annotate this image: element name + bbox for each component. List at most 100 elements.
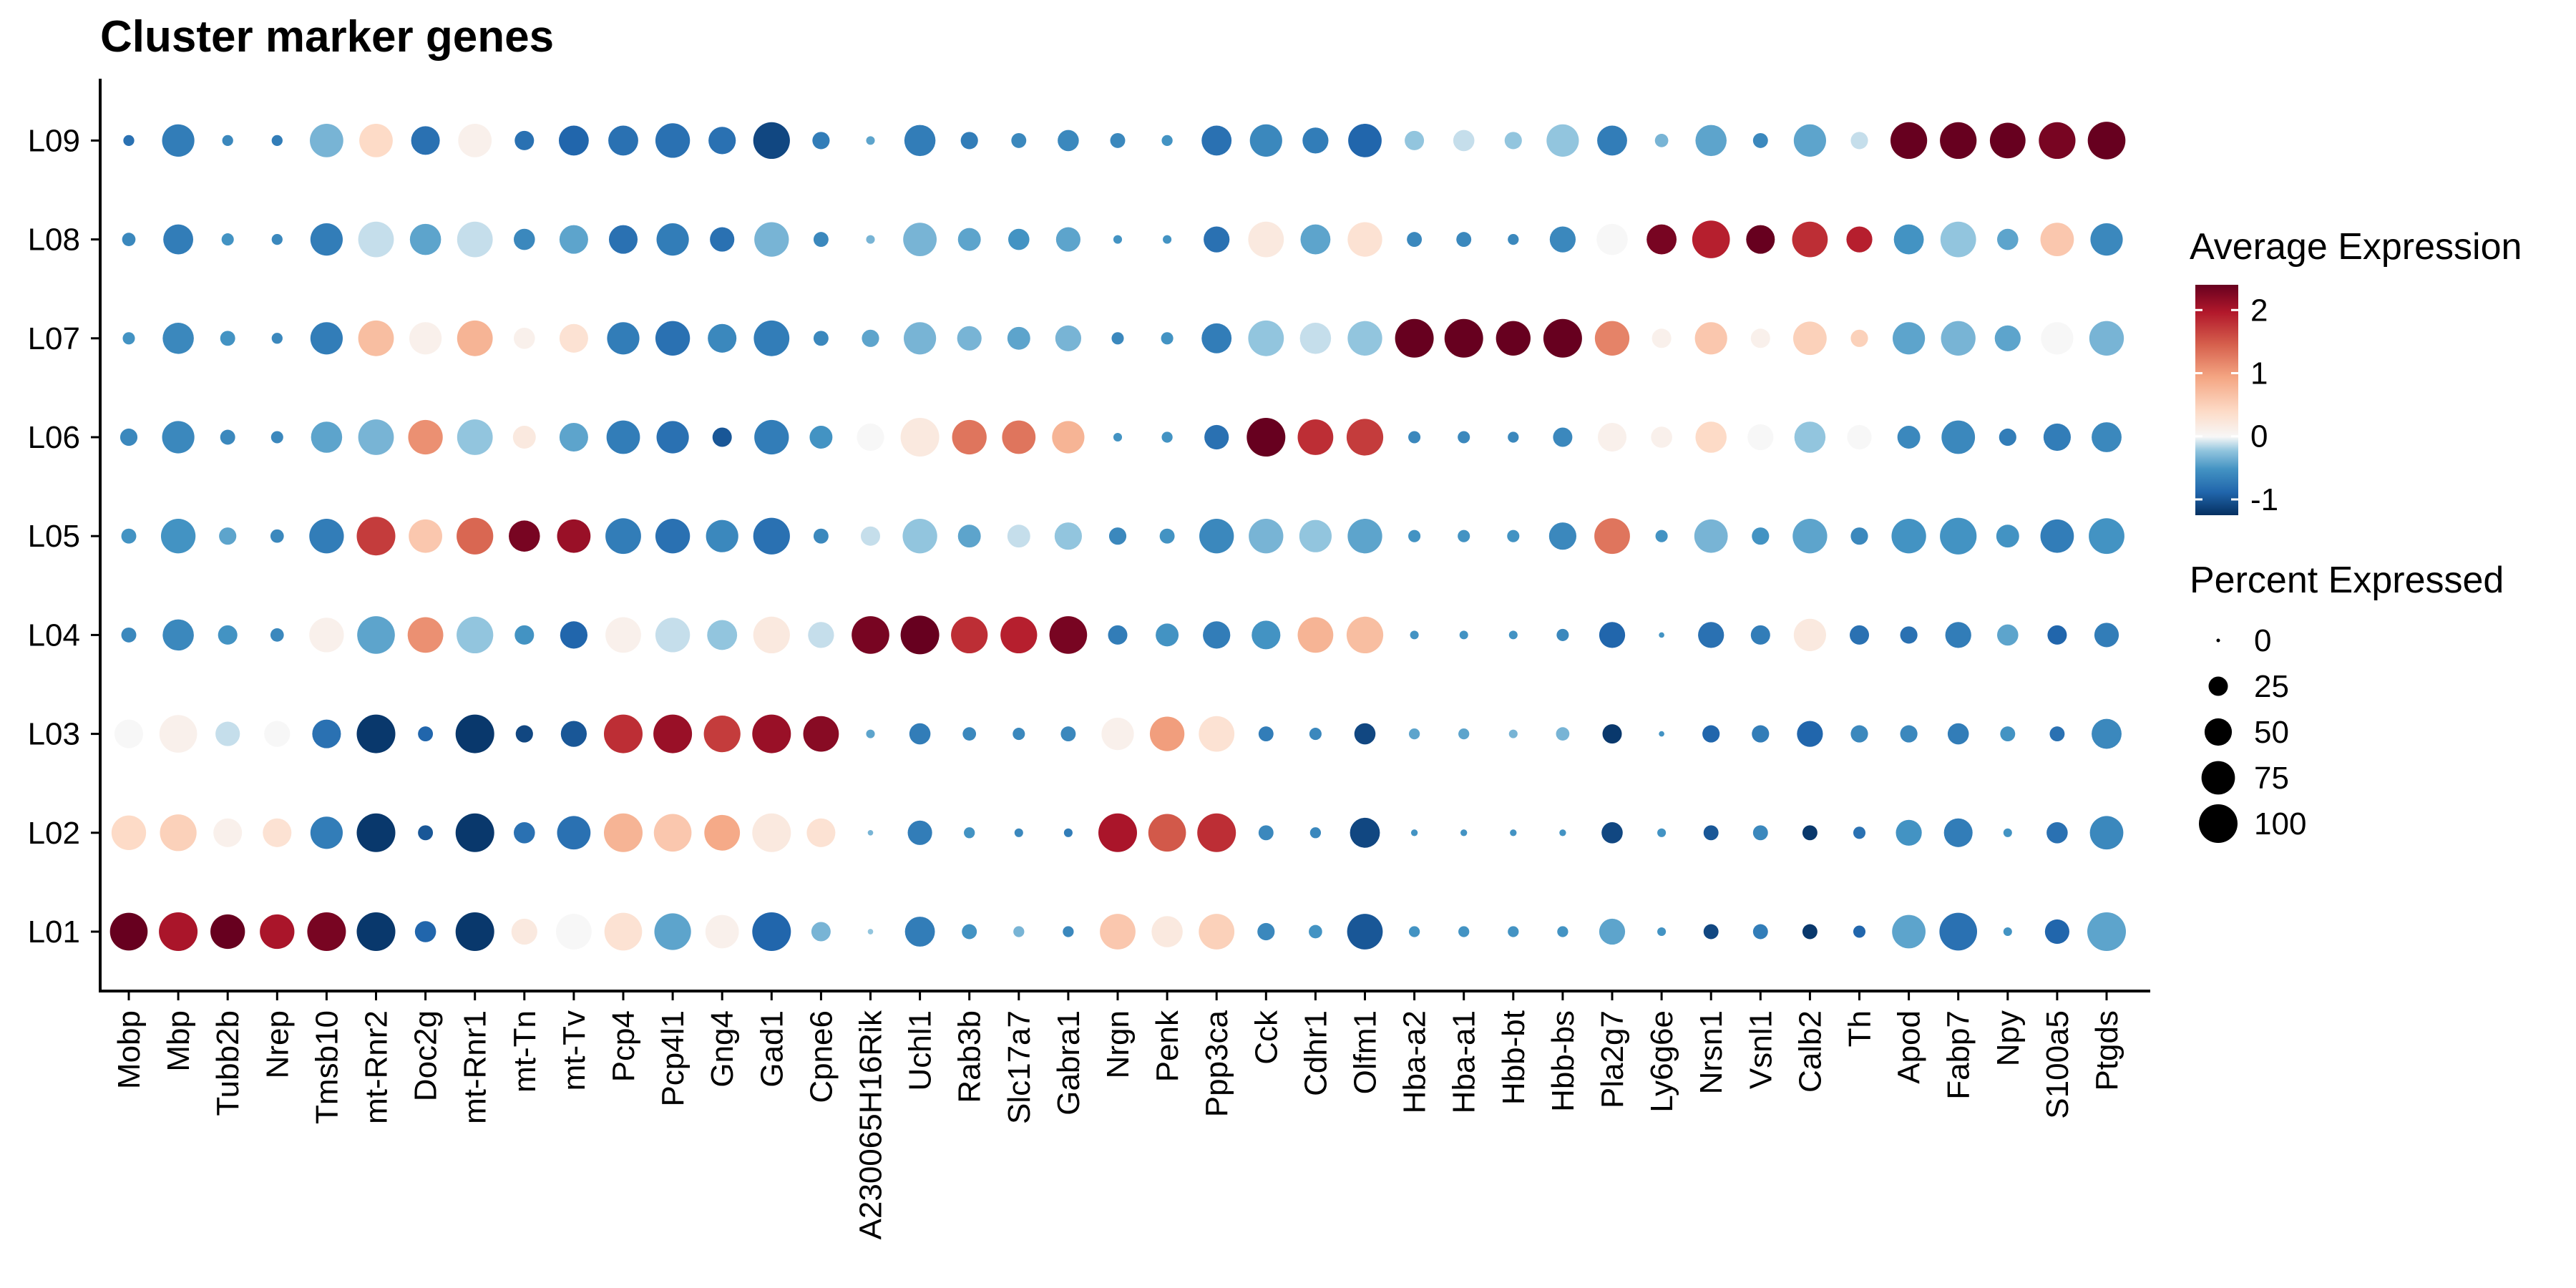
dot-L03-Hba-a2 <box>1408 728 1420 740</box>
dot-L08-Olfm1 <box>1347 222 1382 257</box>
dot-L03-Hba-a1 <box>1458 728 1470 740</box>
dot-L01-Ptgds <box>2087 912 2126 951</box>
dot-L05-mt-Tv <box>557 519 591 553</box>
dot-L01-Pcp4l1 <box>654 913 691 950</box>
y-tick-label: L01 <box>28 914 80 950</box>
dot-L08-Fabp7 <box>1940 221 1976 258</box>
x-tick-label: Cpne6 <box>804 1010 839 1103</box>
dot-L01-mt-Tv <box>556 914 592 950</box>
x-tick-label: Gng4 <box>705 1010 740 1088</box>
dot-L05-Fabp7 <box>1940 517 1977 555</box>
dot-L01-Gng4 <box>705 914 739 949</box>
dot-L03-Cpne6 <box>803 716 839 752</box>
dot-L01-Tmsb10 <box>307 912 346 951</box>
y-tick-label: L02 <box>28 816 80 851</box>
dot-L06-Hba-a2 <box>1408 431 1421 444</box>
dot-L06-Cpne6 <box>809 426 833 449</box>
dot-L01-Mbp <box>159 912 198 951</box>
dot-L04-Cpne6 <box>808 622 834 648</box>
size-legend-label: 50 <box>2254 715 2289 750</box>
dot-L08-Penk <box>1163 235 1172 244</box>
x-tick-label: A230065H16Rik <box>854 1010 889 1239</box>
dot-L06-Npy <box>1999 428 2016 447</box>
dot-L05-Nrgn <box>1108 527 1127 545</box>
dot-L06-Apod <box>1897 426 1921 449</box>
dot-L04-Hbb-bs <box>1556 628 1569 641</box>
dot-L01-Fabp7 <box>1939 912 1978 951</box>
dot-L09-Slc17a7 <box>1011 132 1027 148</box>
dot-L02-Tubb2b <box>213 818 243 847</box>
dot-L06-Calb2 <box>1794 421 1826 453</box>
dot-L02-Nrep <box>263 818 292 847</box>
dot-L03-Olfm1 <box>1354 723 1376 745</box>
dot-L06-Tubb2b <box>220 429 235 445</box>
dot-L01-Npy <box>2003 927 2012 937</box>
dot-L05-Th <box>1850 527 1868 545</box>
dot-L08-Slc17a7 <box>1008 228 1030 250</box>
dot-L03-Cck <box>1258 726 1274 742</box>
dot-L01-Doc2g <box>414 921 436 942</box>
dot-L04-Tmsb10 <box>309 618 344 653</box>
dot-L01-Nrep <box>260 914 295 950</box>
dot-L07-Mobp <box>122 332 135 345</box>
dot-L04-Mobp <box>121 627 137 643</box>
dot-L03-Gad1 <box>752 714 791 753</box>
dot-L06-Ppp3ca <box>1204 424 1229 450</box>
y-tick-label: L05 <box>28 519 80 554</box>
dot-L05-Ppp3ca <box>1199 519 1234 554</box>
x-tick-label: Npy <box>1991 1010 2026 1066</box>
dot-L06-Mobp <box>119 428 138 447</box>
dot-L07-Pla2g7 <box>1594 321 1630 356</box>
x-tick-label: Mbp <box>161 1010 196 1072</box>
dot-L06-Mbp <box>162 421 195 454</box>
dot-L05-Tubb2b <box>219 527 237 545</box>
chart-title: Cluster marker genes <box>100 12 554 62</box>
dot-L03-Th <box>1850 725 1868 743</box>
y-tick-label: L08 <box>28 223 80 258</box>
x-tick-label: Th <box>1843 1010 1878 1047</box>
dot-L06-Cdhr1 <box>1297 419 1334 455</box>
x-tick-label: Pcp4l1 <box>655 1010 691 1107</box>
color-legend: Average Expression -1 0 1 2 <box>2190 226 2522 517</box>
size-legend: Percent Expressed 0 25 50 75 100 <box>2190 560 2504 843</box>
dot-L01-Apod <box>1892 914 1926 949</box>
dot-L04-mt-Tn <box>514 625 535 645</box>
dot-L05-Cdhr1 <box>1299 519 1332 552</box>
x-tick-label: Tubb2b <box>210 1010 245 1116</box>
dot-L03-Apod <box>1900 725 1918 743</box>
dot-L07-Th <box>1850 329 1868 347</box>
size-legend-title: Percent Expressed <box>2190 560 2504 601</box>
dot-L07-Hba-a2 <box>1395 318 1434 358</box>
color-legend-ticks: -1 0 1 2 <box>2195 293 2278 517</box>
size-legend-label: 0 <box>2254 623 2271 658</box>
dot-L01-Ppp3ca <box>1199 914 1235 950</box>
dot-L04-Ppp3ca <box>1203 621 1231 649</box>
dot-L09-mt-Tv <box>558 125 589 156</box>
dot-L04-Doc2g <box>407 617 444 653</box>
dot-L07-Vsnl1 <box>1750 328 1770 348</box>
dot-L03-S100a5 <box>2049 726 2065 742</box>
x-tick-label: Tmsb10 <box>309 1010 344 1124</box>
dot-L05-Gng4 <box>706 519 738 552</box>
dot-L09-Gabra1 <box>1058 130 1079 152</box>
dot-L01-Hba-a1 <box>1458 926 1470 937</box>
dot-L03-Slc17a7 <box>1013 728 1025 741</box>
dot-L08-A230065H16Rik <box>866 235 875 244</box>
dot-L09-Calb2 <box>1793 124 1826 157</box>
dot-L06-Ly6g6e <box>1651 426 1672 448</box>
dot-L09-Ly6g6e <box>1654 134 1669 147</box>
x-tick-label: Mobp <box>112 1010 147 1089</box>
dot-L06-Hba-a1 <box>1458 431 1470 444</box>
dot-L06-Slc17a7 <box>1002 420 1036 454</box>
y-tick-label: L07 <box>28 321 80 356</box>
x-tick-label: mt-Tn <box>507 1010 542 1093</box>
dot-L06-Cck <box>1246 418 1286 457</box>
dot-L09-Penk <box>1161 135 1173 147</box>
dot-L01-Hbb-bs <box>1557 926 1568 937</box>
dot-L06-Pcp4l1 <box>656 421 689 454</box>
dot-L04-mt-Tv <box>560 621 587 649</box>
dot-L06-Vsnl1 <box>1747 424 1774 451</box>
dot-L07-Gad1 <box>753 320 790 356</box>
dot-L03-Hbb-bt <box>1508 729 1518 738</box>
dot-L07-Uchl1 <box>904 322 937 355</box>
